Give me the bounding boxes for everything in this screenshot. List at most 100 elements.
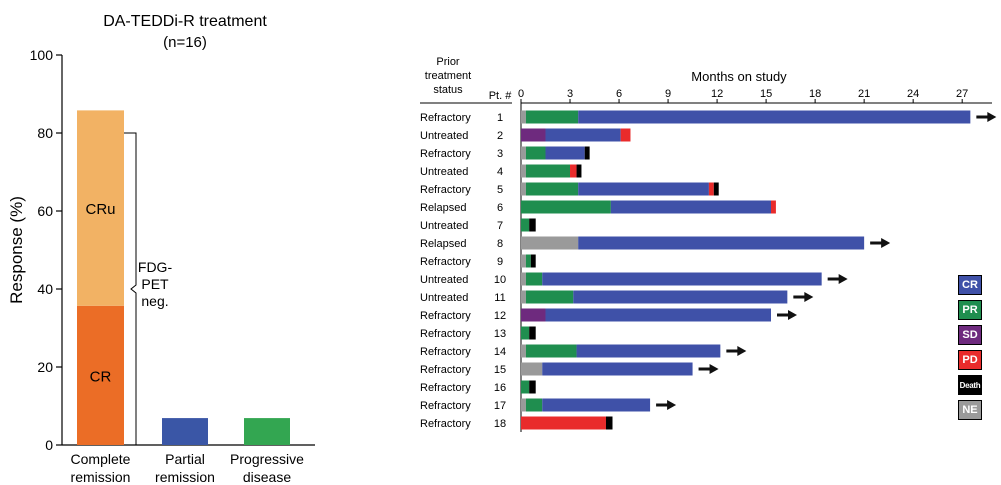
patient-number: 14 — [494, 346, 506, 358]
ongoing-arrow — [656, 400, 677, 410]
segment-pr — [521, 218, 530, 232]
chart-title: DA-TEDDi-R treatment — [103, 13, 267, 30]
status-header-line: treatment — [425, 70, 471, 82]
segment-death — [529, 218, 536, 232]
status-header-line: status — [433, 84, 463, 96]
arrow-head — [709, 364, 719, 374]
segment-pd — [708, 182, 714, 196]
arrow-head — [788, 310, 798, 320]
segment-pr — [525, 164, 571, 178]
ongoing-arrow — [726, 346, 747, 356]
segment-cr — [610, 200, 772, 214]
segment-ne — [521, 110, 526, 124]
segment-ne — [521, 236, 579, 250]
segment-cr — [578, 236, 865, 250]
x-category-label-line: Progressive — [230, 451, 304, 467]
bar-label-cr: CR — [90, 368, 112, 385]
x-tick-label: 6 — [616, 88, 622, 100]
x-category-label: Progressive disease — [230, 451, 304, 485]
patient-number: 1 — [497, 112, 503, 124]
segment-pd — [570, 164, 577, 178]
patient-status: Untreated — [420, 292, 468, 304]
segment-pr — [525, 344, 577, 358]
patient-status: Refractory — [420, 418, 471, 430]
patient-status: Refractory — [420, 256, 471, 268]
patient-number: 2 — [497, 130, 503, 142]
arrow-head — [667, 400, 677, 410]
x-category-label: Partial remission — [155, 451, 215, 485]
arrow-head — [987, 112, 997, 122]
legend-sd: SD — [958, 325, 982, 345]
segment-death — [530, 254, 536, 268]
y-axis-label: Response (%) — [7, 196, 26, 304]
bar-cru — [77, 110, 124, 306]
patient-number: 5 — [497, 184, 503, 196]
x-tick-label: 21 — [858, 88, 870, 100]
patient-status: Relapsed — [420, 202, 466, 214]
status-header-line: Prior — [436, 56, 460, 68]
y-tick-label: 80 — [37, 125, 53, 141]
segment-ne — [521, 344, 526, 358]
legend-ne: NE — [958, 400, 982, 420]
segment-pr — [525, 290, 574, 304]
segment-pr — [525, 182, 579, 196]
segment-ne — [521, 272, 526, 286]
segment-sd — [521, 128, 546, 142]
patient-status: Refractory — [420, 346, 471, 358]
segment-ne — [521, 182, 526, 196]
ongoing-arrow — [698, 364, 719, 374]
bar-label-cru: CRu — [85, 201, 115, 218]
bar-category-2 — [244, 418, 290, 445]
x-tick-label: 18 — [809, 88, 821, 100]
bar-cr — [77, 305, 124, 445]
arrow-head — [737, 346, 747, 356]
patient-status: Untreated — [420, 166, 468, 178]
segment-ne — [521, 146, 526, 160]
ongoing-arrow — [777, 310, 798, 320]
x-axis-title: Months on study — [691, 69, 787, 84]
segment-sd — [521, 308, 546, 322]
patient-number: 9 — [497, 256, 503, 268]
fdg-pet-bracket — [124, 132, 137, 446]
segment-pr — [521, 200, 611, 214]
segment-cr — [545, 146, 585, 160]
ongoing-arrow — [976, 112, 997, 122]
patient-status: Untreated — [420, 130, 468, 142]
y-tick-label: 40 — [37, 281, 53, 297]
patient-number: 4 — [497, 166, 503, 178]
arrow-head — [881, 238, 891, 248]
chart-subtitle: (n=16) — [163, 34, 207, 51]
segment-ne — [521, 254, 526, 268]
patient-status: Refractory — [420, 184, 471, 196]
patient-number: 13 — [494, 328, 506, 340]
segment-pd — [521, 416, 606, 430]
patient-number: 18 — [494, 418, 506, 430]
x-tick-label: 3 — [567, 88, 573, 100]
segment-pr — [525, 146, 546, 160]
x-tick-label: 0 — [518, 88, 524, 100]
patient-number: 10 — [494, 274, 506, 286]
segment-cr — [578, 110, 971, 124]
x-tick-label: 27 — [956, 88, 968, 100]
patient-status: Refractory — [420, 148, 471, 160]
legend-pd: PD — [958, 350, 982, 370]
segment-ne — [521, 362, 543, 376]
segment-ne — [521, 290, 526, 304]
segment-cr — [542, 362, 693, 376]
segment-pr — [525, 398, 543, 412]
y-tick-label: 100 — [30, 47, 54, 63]
x-category-label: Complete remission — [71, 451, 131, 485]
segment-pd — [620, 128, 631, 142]
y-tick-label: 0 — [45, 437, 53, 453]
fdg-pet-label-line: PET — [141, 276, 169, 292]
fdg-pet-label: FDG-PET neg. — [138, 259, 173, 309]
bar-category-1 — [162, 418, 208, 445]
x-category-label-line: remission — [155, 469, 215, 485]
patient-status: Refractory — [420, 364, 471, 376]
ongoing-arrow — [827, 274, 848, 284]
patient-status: Refractory — [420, 400, 471, 412]
ongoing-arrow — [793, 292, 814, 302]
legend-death: Death — [958, 375, 982, 395]
x-tick-label: 24 — [907, 88, 919, 100]
